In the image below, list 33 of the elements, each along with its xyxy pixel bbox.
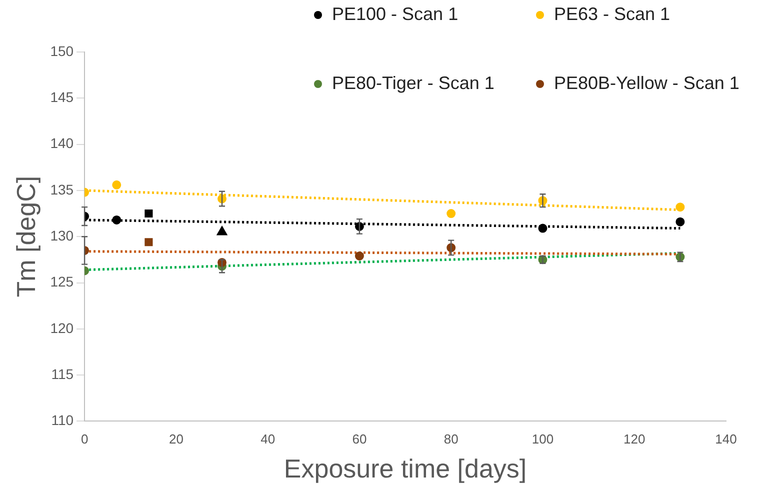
x-tick-label: 20 bbox=[168, 432, 184, 447]
y-tick-label: 115 bbox=[51, 366, 74, 382]
x-tick-label: 100 bbox=[532, 432, 554, 447]
x-tick-label: 140 bbox=[715, 432, 737, 447]
x-tick-label: 60 bbox=[352, 432, 367, 447]
y-tick-label: 120 bbox=[50, 320, 74, 336]
legend-label: PE80B-Yellow - Scan 1 bbox=[554, 73, 740, 94]
point bbox=[144, 209, 153, 218]
y-axis-title: Tm [degC] bbox=[10, 176, 41, 298]
legend-label: PE80-Tiger - Scan 1 bbox=[332, 73, 494, 94]
x-axis-title: Exposure time [days] bbox=[284, 454, 527, 484]
y-tick-label: 150 bbox=[50, 42, 74, 59]
y-tick-label: 145 bbox=[50, 89, 74, 106]
y-tick-label: 125 bbox=[50, 274, 74, 290]
x-tick-label: 120 bbox=[624, 432, 646, 447]
x-tick-label: 80 bbox=[444, 432, 458, 447]
point bbox=[112, 215, 122, 224]
y-tick-label: 135 bbox=[50, 181, 74, 198]
legend-label: PE100 - Scan 1 bbox=[332, 4, 458, 25]
point bbox=[676, 202, 685, 212]
y-tick-label: 110 bbox=[51, 412, 74, 428]
y-tick-label: 130 bbox=[50, 227, 74, 244]
point bbox=[144, 238, 153, 246]
y-tick-label: 140 bbox=[50, 135, 74, 152]
point bbox=[676, 217, 685, 226]
point bbox=[216, 226, 228, 236]
x-tick-label: 0 bbox=[80, 432, 88, 447]
point bbox=[354, 251, 364, 260]
point bbox=[538, 224, 548, 233]
legend-label: PE63 - Scan 1 bbox=[554, 4, 670, 25]
point bbox=[112, 180, 122, 190]
x-tick-label: 40 bbox=[260, 432, 276, 447]
point bbox=[446, 209, 456, 218]
